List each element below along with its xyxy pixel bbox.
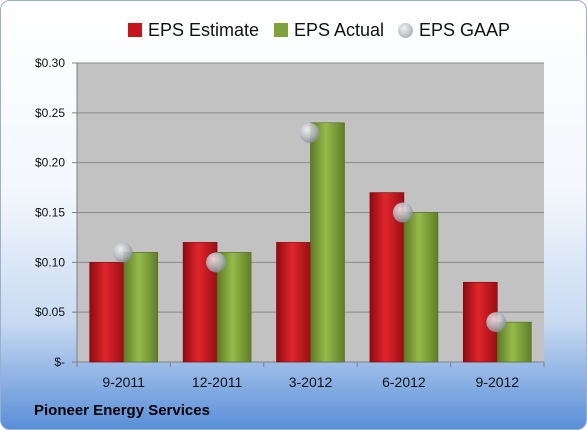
gaap-markers <box>112 122 507 333</box>
x-tick-label: 3-2012 <box>289 374 333 390</box>
company-name: Pioneer Energy Services <box>34 402 210 419</box>
bar-eps-estimate <box>89 262 124 363</box>
marker-eps-gaap <box>206 252 227 273</box>
legend-label-actual: EPS Actual <box>294 19 385 40</box>
legend-item-eps-actual: EPS Actual <box>274 19 384 41</box>
marker-eps-gaap <box>392 202 413 223</box>
marker-eps-gaap <box>299 122 320 143</box>
bar-eps-actual <box>310 122 345 363</box>
x-axis-ticks: 9-2011 12-2011 3-2012 6-2012 9-2012 <box>76 362 545 390</box>
x-tick-label: 9-2012 <box>476 374 520 390</box>
marker-eps-gaap <box>486 312 507 333</box>
legend-swatch-gaap <box>398 22 413 38</box>
x-tick-label: 9-2011 <box>102 374 145 390</box>
x-tick-label: 12-2011 <box>192 374 243 390</box>
legend-swatch-actual <box>274 23 288 37</box>
bar-eps-actual <box>123 252 158 363</box>
y-tick-label: $0.30 <box>35 56 65 70</box>
y-tick-label: $0.15 <box>35 206 65 220</box>
y-tick-label: $0.25 <box>35 106 65 120</box>
y-tick-label: $- <box>54 355 65 369</box>
y-axis-ticks: $- $0.05 $0.10 $0.15 $0.20 $0.25 $0.30 <box>35 56 65 369</box>
x-tick-label: 6-2012 <box>382 374 426 390</box>
bar-eps-estimate <box>276 242 311 363</box>
legend-item-eps-gaap: EPS GAAP <box>398 19 510 41</box>
bar-eps-actual <box>216 252 252 363</box>
legend: EPS Estimate EPS Actual EPS GAAP <box>1 19 586 41</box>
y-tick-label: $0.20 <box>35 156 65 170</box>
y-tick-label: $0.05 <box>35 305 65 319</box>
marker-eps-gaap <box>112 242 133 263</box>
legend-swatch-estimate <box>128 23 142 37</box>
y-tick-label: $0.10 <box>35 255 65 269</box>
bar-eps-actual <box>403 212 439 363</box>
legend-label-gaap: EPS GAAP <box>419 19 511 40</box>
legend-item-eps-estimate: EPS Estimate <box>128 19 259 41</box>
legend-label-estimate: EPS Estimate <box>148 19 260 40</box>
